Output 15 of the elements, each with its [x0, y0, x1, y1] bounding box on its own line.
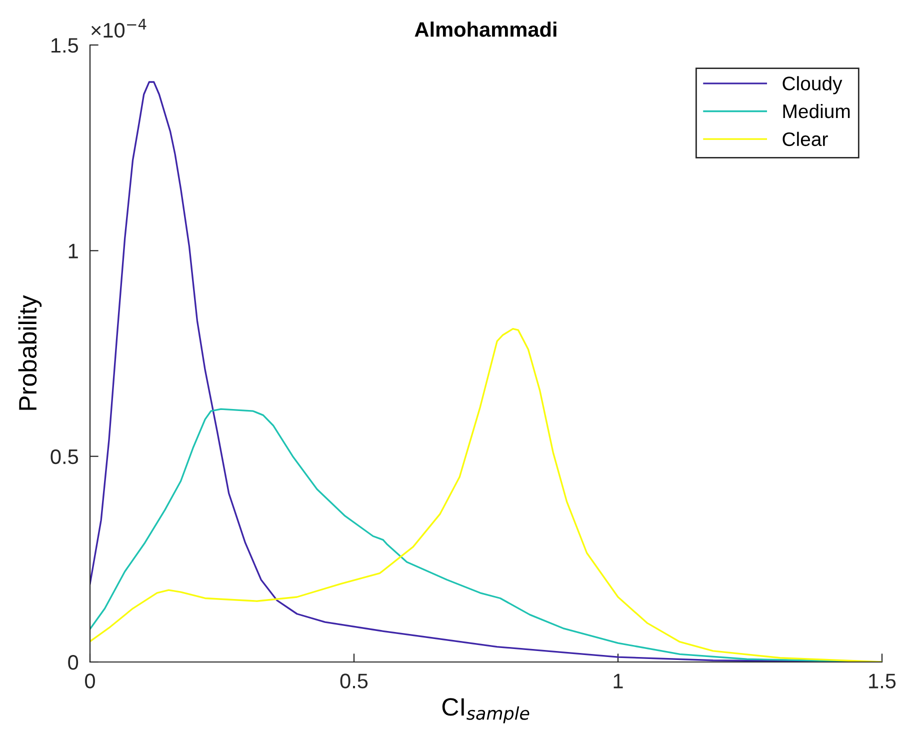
y-tick-label: 0.5 — [50, 449, 78, 464]
x-tick-label: 1 — [614, 674, 623, 688]
y-axis-title: Probability — [18, 295, 42, 410]
y-tick-label: 0 — [68, 655, 78, 670]
y-tick-label: 1.5 — [52, 38, 78, 53]
chart-title: Almohammadi — [414, 22, 556, 37]
legend-label: Medium — [783, 104, 850, 118]
legend-label: Clear — [782, 132, 828, 146]
x-axis-title: CI$_{sample}$ — [442, 698, 530, 724]
y-tick-label: 1 — [68, 244, 78, 258]
x-tick-label: 0 — [85, 674, 95, 688]
x-tick-label: 1.5 — [869, 674, 896, 688]
x-tick-label: 0.5 — [340, 674, 368, 688]
text: ×10$^{−4}$ — [91, 18, 146, 38]
legend-label: Cloudy — [782, 76, 842, 94]
